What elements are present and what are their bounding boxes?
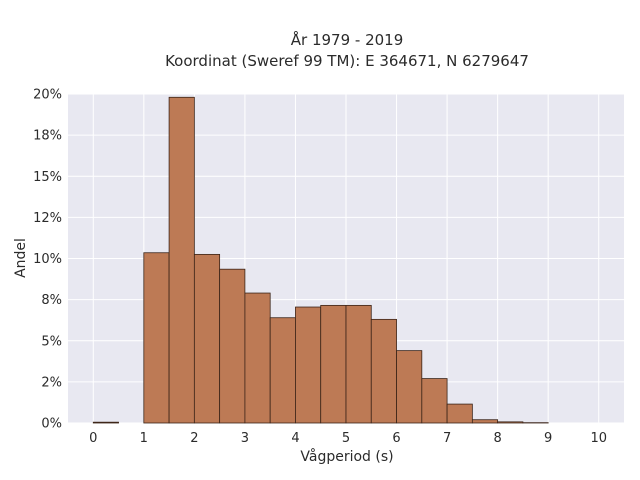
x-tick-label: 5: [342, 431, 350, 446]
y-tick-label: 8%: [41, 293, 62, 308]
x-tick-label: 9: [544, 431, 552, 446]
histogram-bar: [396, 350, 423, 424]
x-tick-label: 3: [241, 431, 249, 446]
x-tick-label: 0: [89, 431, 97, 446]
x-tick-label: 8: [493, 431, 501, 446]
histogram-bar: [370, 318, 397, 424]
x-tick-label: 2: [190, 431, 198, 446]
histogram-bar: [320, 304, 347, 424]
y-tick-label: 18%: [33, 129, 62, 144]
x-tick-label: 1: [140, 431, 148, 446]
x-tick-label: 10: [590, 431, 607, 446]
y-tick-label: 12%: [33, 211, 62, 226]
y-tick-label: 2%: [41, 375, 62, 390]
y-tick-label: 0%: [41, 417, 62, 432]
y-tick-label: 20%: [33, 88, 62, 103]
histogram-bar: [269, 317, 296, 424]
histogram-bar: [92, 421, 119, 424]
histogram-bars: [92, 96, 549, 424]
histogram-bar: [168, 96, 195, 424]
y-axis-label: Andel: [13, 238, 29, 278]
histogram-bar: [345, 304, 372, 424]
histogram-bar: [219, 268, 246, 424]
histogram-bar: [471, 419, 499, 424]
y-axis-ticks: 0% 2% 5% 8% 10% 12% 15% 18% 20%: [33, 88, 62, 432]
histogram-bar: [446, 403, 473, 424]
histogram-bar: [193, 253, 221, 424]
chart-title-line2: Koordinat (Sweref 99 TM): E 364671, N 62…: [165, 52, 529, 70]
y-tick-label: 15%: [33, 170, 62, 185]
x-tick-label: 4: [291, 431, 299, 446]
histogram-bar: [244, 292, 271, 424]
x-axis-label: Vågperiod (s): [300, 448, 393, 465]
chart-title-line1: År 1979 - 2019: [291, 30, 404, 49]
x-axis-ticks: 0 1 2 3 4 5 6 7 8 9 10: [89, 431, 607, 446]
y-tick-label: 5%: [41, 334, 62, 349]
histogram-bar: [295, 306, 322, 424]
histogram-bar: [421, 378, 448, 424]
x-tick-label: 7: [443, 431, 451, 446]
x-tick-label: 6: [392, 431, 400, 446]
histogram-bar: [143, 252, 170, 424]
histogram-bar: [497, 421, 524, 424]
y-tick-label: 10%: [33, 252, 62, 267]
